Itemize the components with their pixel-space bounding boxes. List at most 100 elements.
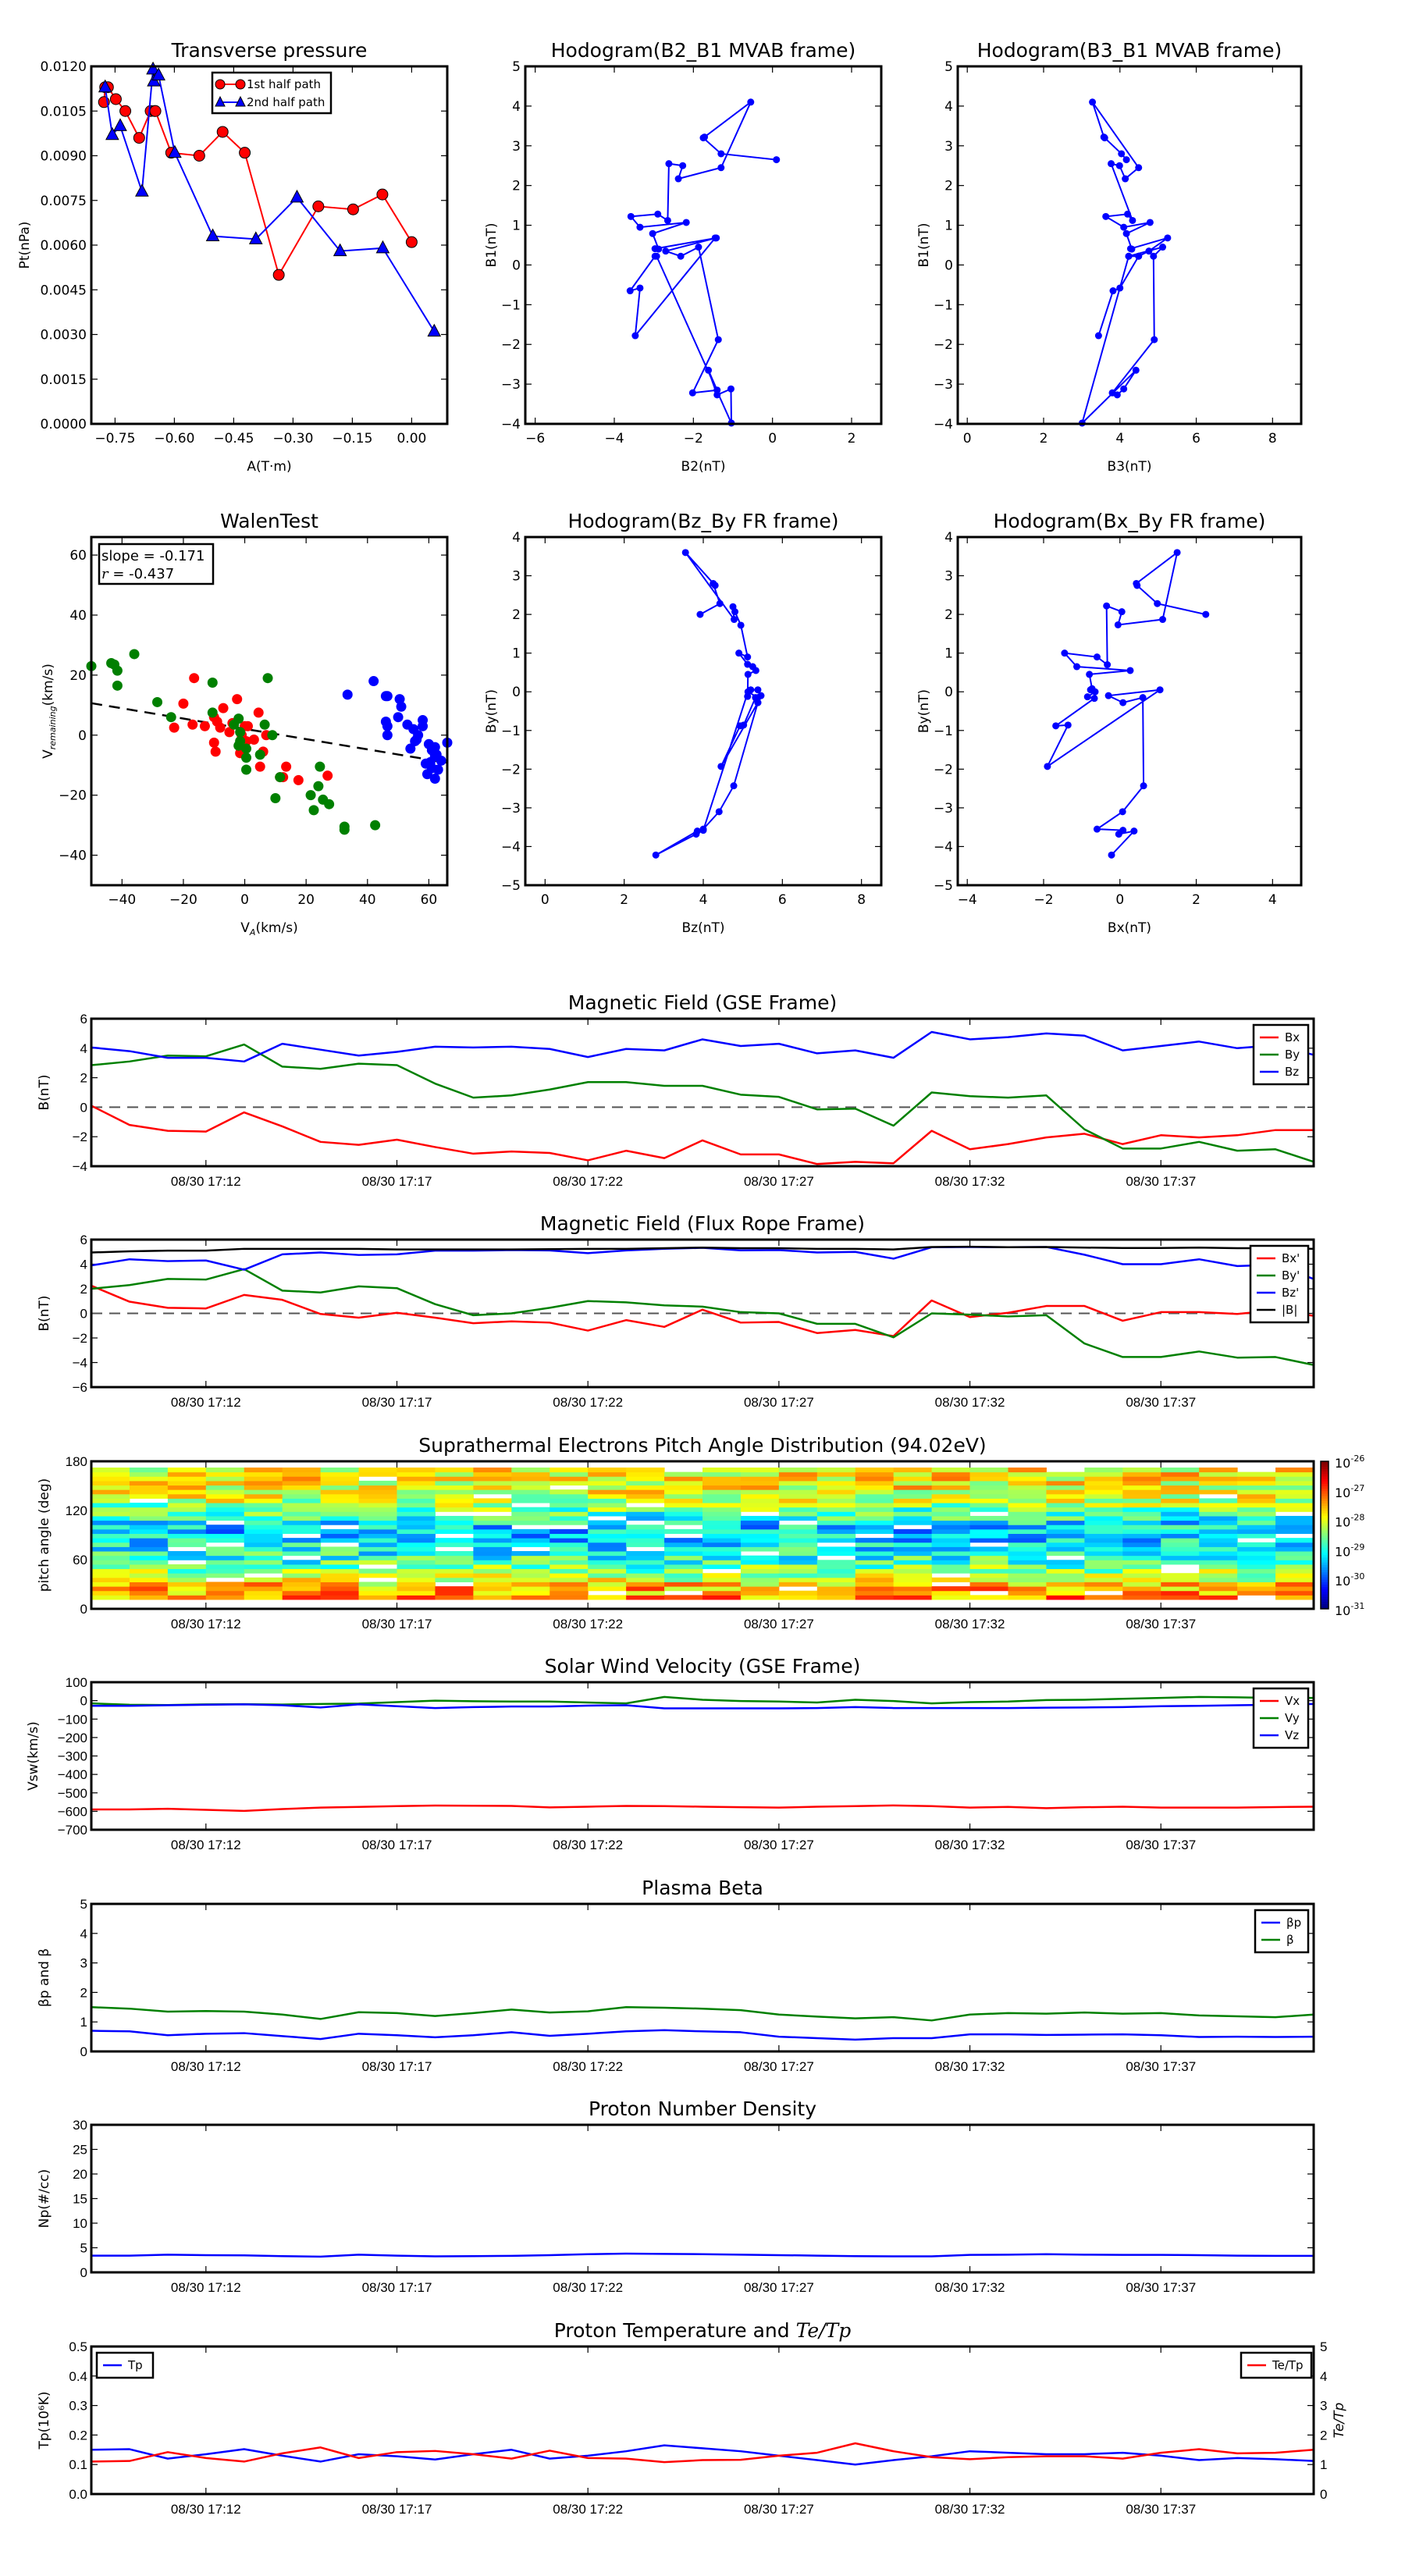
- heatmap-cell: [588, 1468, 627, 1473]
- heatmap-cell: [511, 1542, 550, 1547]
- heatmap-cell: [1046, 1498, 1085, 1503]
- heatmap-cell: [931, 1471, 971, 1477]
- heatmap-cell: [1008, 1471, 1047, 1477]
- heatmap-cell: [1046, 1595, 1085, 1600]
- y-tick-label: −4: [73, 1356, 87, 1371]
- heatmap-cell: [855, 1528, 895, 1534]
- heatmap-cell: [626, 1498, 665, 1503]
- heatmap-cell: [1161, 1582, 1200, 1587]
- heatmap-cell: [1199, 1485, 1238, 1490]
- data-point: [627, 212, 635, 220]
- heatmap-cell: [702, 1538, 742, 1543]
- chart-plasma-beta: 08/30 17:12 08/30 17:17 08/30 17:22 08/30 1…: [37, 1877, 1315, 2074]
- heatmap-cell: [435, 1538, 474, 1543]
- heatmap-cell: [205, 1564, 245, 1570]
- heatmap-cell: [473, 1595, 512, 1600]
- heatmap-cell: [931, 1468, 971, 1473]
- scatter-point-green: [112, 680, 123, 691]
- heatmap-cell: [778, 1528, 818, 1534]
- x-tick-label: 08/30 17:32: [935, 1174, 1005, 1189]
- heatmap-cell: [1199, 1476, 1238, 1482]
- heatmap-cell: [969, 1471, 1008, 1477]
- heatmap-cell: [1237, 1542, 1276, 1547]
- heatmap-cell: [1237, 1577, 1276, 1582]
- heatmap-cell: [1122, 1515, 1161, 1521]
- colorbar-segment: [1321, 1515, 1329, 1518]
- heatmap-cell: [740, 1533, 780, 1539]
- heatmap-cell: [205, 1525, 245, 1530]
- x-tick-label: 08/30 17:22: [553, 2059, 623, 2074]
- heatmap-cell: [91, 1511, 130, 1517]
- heatmap-cell: [1084, 1533, 1123, 1539]
- heatmap-cell: [435, 1595, 474, 1600]
- heatmap-cell: [358, 1560, 397, 1565]
- y-tick-label: 0: [80, 1694, 87, 1709]
- heatmap-cell: [550, 1468, 589, 1473]
- data-point: [626, 287, 634, 295]
- y-tick-label: −1: [934, 297, 953, 313]
- heatmap-cell: [816, 1538, 856, 1543]
- colorbar-segment: [1321, 1567, 1329, 1571]
- heatmap-cell: [511, 1507, 550, 1512]
- y-tick-label: 3: [944, 569, 953, 585]
- colorbar-segment: [1321, 1596, 1329, 1599]
- heatmap-cell: [664, 1480, 703, 1486]
- data-point: [665, 160, 673, 168]
- data-point-first-half: [133, 132, 145, 144]
- heatmap-cell: [893, 1485, 933, 1490]
- heatmap-cell: [550, 1582, 589, 1587]
- y-tick-label: 2: [80, 1985, 87, 2000]
- y-tick-label: 3: [512, 139, 521, 155]
- heatmap-cell: [855, 1489, 895, 1495]
- scatter-point-red: [253, 707, 264, 718]
- heatmap-cell: [1275, 1542, 1314, 1547]
- heatmap-cell: [626, 1525, 665, 1530]
- heatmap-cell: [816, 1493, 856, 1499]
- heatmap-cell: [855, 1493, 895, 1499]
- heatmap-cell: [129, 1515, 169, 1521]
- heatmap-cell: [550, 1555, 589, 1560]
- heatmap-cell: [664, 1582, 703, 1587]
- axes-frame: [956, 65, 1303, 425]
- heatmap-cell: [167, 1507, 207, 1512]
- heatmap-cell: [473, 1546, 512, 1552]
- colorbar-segment: [1321, 1466, 1329, 1469]
- heatmap-cell: [816, 1564, 856, 1570]
- y-axis-label: βp and β: [37, 1948, 52, 2007]
- x-tick-label: 08/30 17:12: [171, 1395, 241, 1410]
- heatmap-cell: [664, 1511, 703, 1517]
- heatmap-cell: [1122, 1503, 1161, 1508]
- colorbar-segment: [1321, 1589, 1329, 1592]
- y-tick-label: 0.0075: [41, 194, 87, 209]
- heatmap-cell: [91, 1560, 130, 1565]
- heatmap-cell: [1008, 1542, 1047, 1547]
- heatmap-cell: [931, 1560, 971, 1565]
- legend-label: By': [1282, 1268, 1300, 1283]
- y-tick-label: −40: [59, 849, 87, 864]
- x-tick-label: 08/30 17:17: [362, 2280, 432, 2295]
- colorbar-tick-label: 10-30: [1335, 1571, 1364, 1589]
- heatmap-cell: [358, 1551, 397, 1557]
- heatmap-cell: [282, 1528, 322, 1534]
- heatmap-cell: [1046, 1480, 1085, 1486]
- data-point: [1116, 284, 1124, 292]
- heatmap-cell: [167, 1503, 207, 1508]
- heatmap-cell: [282, 1489, 322, 1495]
- heatmap-cell: [778, 1538, 818, 1543]
- heatmap-cell: [205, 1586, 245, 1592]
- x-tick-label: 0.00: [397, 431, 426, 447]
- data-point: [688, 389, 696, 397]
- heatmap-cell: [1199, 1507, 1238, 1512]
- heatmap-cell: [588, 1564, 627, 1570]
- heatmap-cell: [358, 1528, 397, 1534]
- series-line-TeTp: [91, 2442, 1314, 2464]
- heatmap-cell: [626, 1551, 665, 1557]
- heatmap-cell: [91, 1485, 130, 1490]
- heatmap-cell: [588, 1586, 627, 1592]
- colorbar-segment: [1321, 1539, 1329, 1543]
- heatmap-cell: [91, 1586, 130, 1592]
- x-tick-label: 08/30 17:22: [553, 2280, 623, 2295]
- heatmap-cell: [1122, 1564, 1161, 1570]
- x-tick-label: 08/30 17:12: [171, 1838, 241, 1852]
- heatmap-cell: [855, 1542, 895, 1547]
